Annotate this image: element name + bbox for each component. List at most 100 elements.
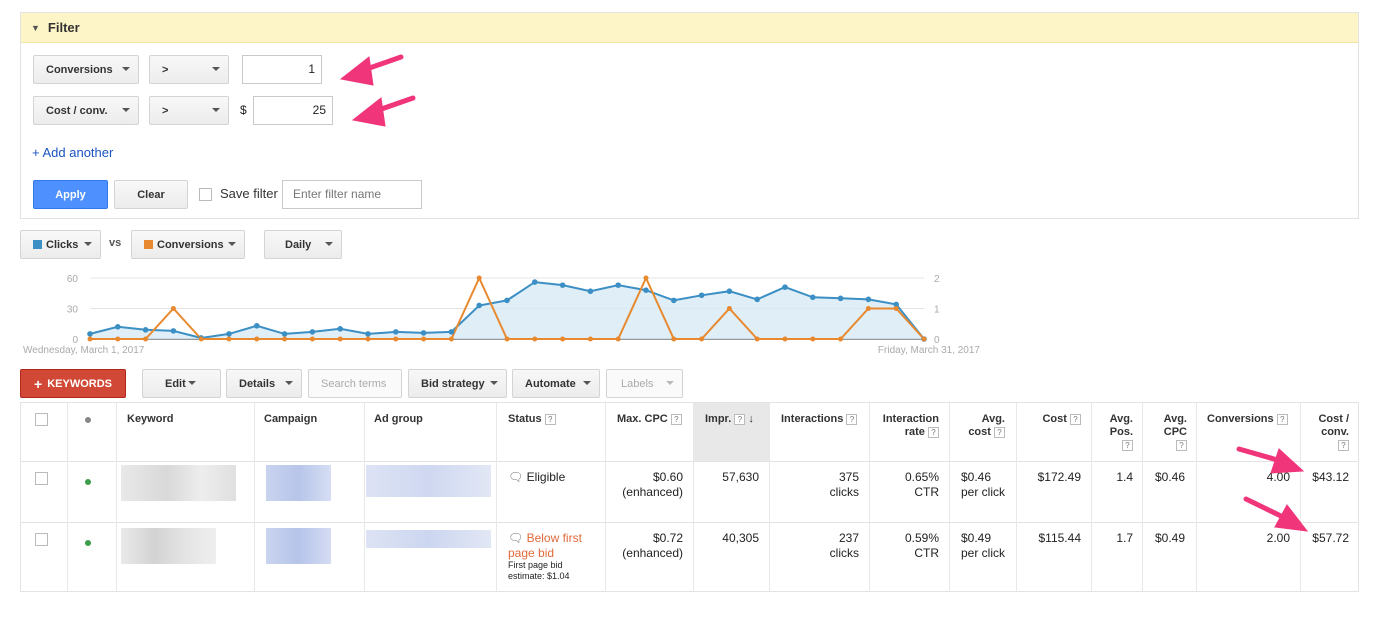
save-filter-checkbox[interactable] [199,188,212,201]
header-interaction-rate-line2: rate [904,426,925,438]
help-icon[interactable]: ? [1338,440,1349,451]
column-divider [1300,403,1301,592]
header-max-cpc[interactable]: Max. CPC ? [617,413,682,426]
sort-desc-arrow-icon: ↓ [748,413,754,425]
max-cpc-value: $0.60 [652,470,683,484]
cost-conv-cell: $43.12 [1312,470,1349,484]
apply-button[interactable]: Apply [33,180,108,209]
filter-field-select-1[interactable]: Conversions [33,55,139,84]
enabled-status-dot-icon[interactable] [85,479,91,485]
filter-field-select-2[interactable]: Cost / conv. [33,96,139,125]
annotation-arrows [339,54,416,127]
status-label-line1: Below first [526,531,582,545]
help-icon[interactable]: ? [846,414,858,425]
header-avg-cpc-line2: CPC [1163,426,1187,438]
speech-bubble-icon[interactable]: 🗨 [508,470,524,484]
interactions-unit: clicks [829,546,859,560]
conversions-point [143,336,149,342]
help-icon[interactable]: ? [994,427,1005,438]
metric2-label: Conversions [157,238,224,251]
filter-header[interactable]: ▼ Filter [21,13,1358,43]
clicks-area [90,282,924,339]
cost-cell: $115.44 [1038,531,1082,545]
conversions-point [476,275,482,281]
header-cost-conv[interactable]: Cost / conv.? [1305,413,1349,452]
clear-button[interactable]: Clear [114,180,188,209]
max-cpc-cell[interactable]: $0.60 (enhanced) [607,470,683,500]
labels-button[interactable]: Labels [606,369,683,398]
header-cost[interactable]: Cost ? [1021,413,1081,426]
details-label: Details [239,377,276,390]
add-keywords-button[interactable]: + KEYWORDS [20,369,126,398]
impr-cell: 40,305 [722,531,759,545]
row-checkbox[interactable] [35,533,48,546]
speech-bubble-icon[interactable]: 🗨 [508,531,524,545]
chevron-down-icon [228,242,236,246]
automate-label: Automate [525,377,576,390]
interaction-rate-cell: 0.65% CTR [871,470,939,500]
redacted-ad-group[interactable] [366,465,491,497]
chevron-down-icon [325,242,333,246]
redacted-keyword[interactable] [121,528,216,564]
chevron-down-icon [188,381,196,385]
header-avg-cpc[interactable]: Avg. CPC? [1149,413,1187,452]
enabled-status-dot-icon[interactable] [85,540,91,546]
period-label: Daily [285,238,312,251]
help-icon[interactable]: ? [1176,440,1187,451]
automate-button[interactable]: Automate [512,369,600,398]
filter-value-input-1[interactable]: 1 [242,55,322,84]
select-all-checkbox[interactable] [35,413,48,426]
row-checkbox[interactable] [35,472,48,485]
search-terms-button[interactable]: Search terms [308,369,402,398]
help-icon[interactable]: ? [1122,440,1133,451]
redacted-ad-group[interactable] [366,530,491,548]
clicks-point [782,284,788,290]
help-icon[interactable]: ? [544,414,556,425]
arrow-head-icon [339,56,374,86]
header-impr[interactable]: Impr. ? ↓ [705,413,754,426]
redacted-campaign[interactable] [266,528,331,564]
bid-strategy-button[interactable]: Bid strategy [408,369,507,398]
details-button[interactable]: Details [226,369,302,398]
help-icon[interactable]: ? [670,414,682,425]
max-cpc-cell[interactable]: $0.72 (enhanced) [607,531,683,561]
column-divider [1091,403,1092,592]
help-icon[interactable]: ? [1276,414,1288,425]
column-divider [949,403,950,592]
header-avg-cost[interactable]: Avg. cost ? [953,413,1005,439]
column-divider [364,403,365,592]
header-ad-group[interactable]: Ad group [374,413,423,425]
conversions-point [726,306,732,311]
vs-label: vs [109,237,122,249]
help-icon[interactable]: ? [928,427,939,438]
filter-operator-select-1[interactable]: > [149,55,229,84]
clicks-point [559,282,566,288]
header-interactions[interactable]: Interactions ? [781,413,858,426]
metric2-select[interactable]: Conversions [131,230,245,259]
interaction-rate-unit: CTR [914,546,939,560]
header-keyword[interactable]: Keyword [127,413,174,425]
metric1-select[interactable]: Clicks [20,230,101,259]
period-select[interactable]: Daily [264,230,342,259]
header-campaign[interactable]: Campaign [264,413,318,425]
max-cpc-note: (enhanced) [622,485,683,499]
header-status[interactable]: Status ? [508,413,556,426]
add-another-link[interactable]: + Add another [32,145,114,160]
status-header-dot-icon[interactable] [85,417,91,423]
filter-name-input[interactable]: Enter filter name [282,180,422,209]
header-avg-pos[interactable]: Avg. Pos.? [1095,413,1133,452]
redacted-keyword[interactable] [121,465,236,501]
help-icon[interactable]: ? [1070,414,1081,425]
header-interaction-rate[interactable]: Interaction rate ? [873,413,939,439]
status-cell: 🗨 Eligible [508,470,565,485]
keywords-table: Keyword Campaign Ad group Status ? Max. … [20,402,1359,592]
right-tick-label: 2 [934,274,940,285]
header-conversions[interactable]: Conversions ? [1207,413,1288,426]
filter-operator-select-2[interactable]: > [149,96,229,125]
filter-value-input-2[interactable]: 25 [253,96,333,125]
help-icon[interactable]: ? [734,414,746,425]
redacted-campaign[interactable] [266,465,331,501]
row-divider [21,522,1358,523]
edit-button[interactable]: Edit [142,369,221,398]
column-divider [769,403,770,592]
